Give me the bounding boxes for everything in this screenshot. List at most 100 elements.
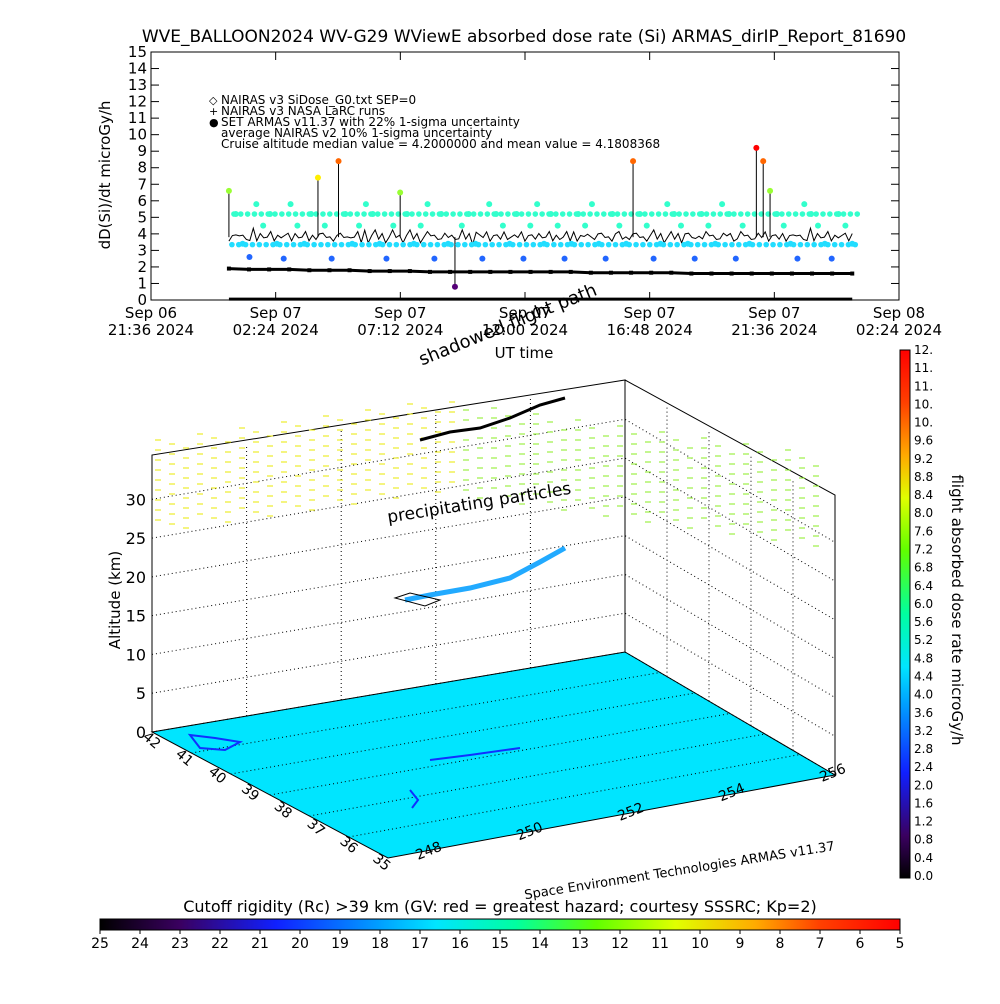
armas-point [479, 255, 486, 262]
armas-point [725, 211, 732, 218]
dose-colorbar-tick: 1.2 [914, 815, 933, 829]
y-tick-label: 1 [137, 274, 147, 292]
armas-point [285, 211, 292, 217]
armas-point [553, 211, 559, 217]
armas-point [424, 201, 431, 208]
armas-point [554, 222, 561, 229]
dose-colorbar-tick: 6.8 [914, 561, 933, 575]
legend-entry: average NAIRAS v2 10% 1-sigma uncertaint… [221, 126, 492, 140]
armas-point [664, 201, 671, 208]
armas-point [422, 211, 429, 217]
x-tick-label: Sep 07 [748, 304, 800, 322]
dose-colorbar-tick: 6.4 [914, 579, 933, 593]
y-tick-label: 8 [137, 159, 147, 177]
y-tick-label: 12 [128, 93, 147, 111]
armas-point [660, 241, 667, 248]
armas-point [420, 241, 427, 248]
armas-point [753, 144, 760, 151]
diamond-point [367, 269, 372, 274]
armas-point [229, 241, 235, 248]
y-tick-label: 2 [137, 258, 147, 276]
armas-point [532, 211, 539, 217]
armas-point [838, 241, 845, 248]
armas-point [852, 241, 859, 248]
armas-point [299, 211, 306, 217]
map-floor [150, 651, 837, 859]
armas-point [338, 241, 345, 248]
altitude-gridline [151, 457, 836, 582]
floor-feature [429, 747, 521, 761]
page-title: WVE_BALLOON2024 WV-G29 WViewE absorbed d… [142, 27, 906, 47]
armas-point [612, 241, 619, 248]
rigidity-colorbar-tick: 8 [776, 936, 785, 952]
altitude-tick-label: 25 [126, 529, 146, 548]
armas-point [335, 158, 342, 165]
armas-point [258, 211, 265, 217]
armas-point [729, 241, 735, 248]
armas-point [505, 211, 511, 217]
armas-point [374, 211, 381, 217]
armas-point [683, 211, 689, 217]
armas-point [225, 187, 232, 194]
diamond-point [548, 269, 553, 274]
rigidity-colorbar-tick: 24 [131, 936, 149, 952]
armas-point [272, 211, 278, 217]
armas-point [640, 241, 646, 248]
armas-point [732, 255, 739, 262]
armas-point [465, 211, 472, 218]
y-tick-label: 9 [137, 142, 147, 160]
rigidity-colorbar-tick: 21 [251, 936, 269, 952]
y-tick-label: 10 [128, 126, 147, 144]
armas-point [719, 201, 726, 208]
floor-feature [187, 733, 244, 752]
armas-point [237, 211, 244, 217]
armas-point [361, 211, 367, 217]
diamond-point [267, 267, 272, 272]
dose-colorbar-tick: 8.8 [914, 470, 933, 484]
armas-point [585, 241, 591, 248]
armas-point [594, 211, 600, 217]
armas-point [499, 222, 506, 229]
armas-point [650, 255, 657, 262]
armas-point [794, 255, 801, 262]
armas-point [287, 201, 294, 208]
armas-point [523, 241, 530, 248]
armas-point [676, 211, 682, 217]
armas-point [749, 241, 756, 248]
flight-path-outline [393, 592, 442, 607]
rigidity-colorbar-tick: 9 [736, 936, 745, 952]
armas-point [636, 211, 643, 218]
armas-point [777, 241, 783, 248]
legend-entry: NAIRAS v3 SiDose_G0.txt SEP=0 [221, 93, 416, 107]
armas-point [486, 201, 493, 208]
rigidity-colorbar-tick: 19 [331, 936, 349, 952]
armas-point [626, 241, 633, 248]
armas-point [475, 241, 482, 248]
armas-point [381, 211, 388, 217]
armas-point [434, 241, 441, 248]
armas-point [633, 241, 639, 248]
dose-colorbar-title: flight absorbed dose rate microGy/h [948, 474, 966, 745]
armas-point [320, 211, 326, 217]
armas-point [828, 255, 835, 262]
y-tick-label: 13 [128, 76, 147, 94]
altitude-tick-label: 30 [126, 490, 146, 509]
armas-point [280, 255, 287, 262]
armas-point [249, 241, 256, 248]
rigidity-colorbar-tick: 18 [371, 936, 389, 952]
armas-point [482, 241, 489, 248]
armas-point [451, 283, 458, 290]
armas-point [455, 241, 461, 248]
armas-point [513, 211, 520, 218]
armas-point [325, 241, 331, 248]
rigidity-colorbar-tick: 13 [571, 936, 589, 952]
dose-colorbar [899, 349, 911, 879]
armas-point [655, 211, 662, 217]
armas-point [616, 222, 623, 229]
diamond-point [850, 271, 855, 276]
armas-point [825, 241, 831, 248]
legend-symbol: ◇ [209, 94, 218, 107]
x-tick-label: Sep 07 [624, 304, 676, 322]
